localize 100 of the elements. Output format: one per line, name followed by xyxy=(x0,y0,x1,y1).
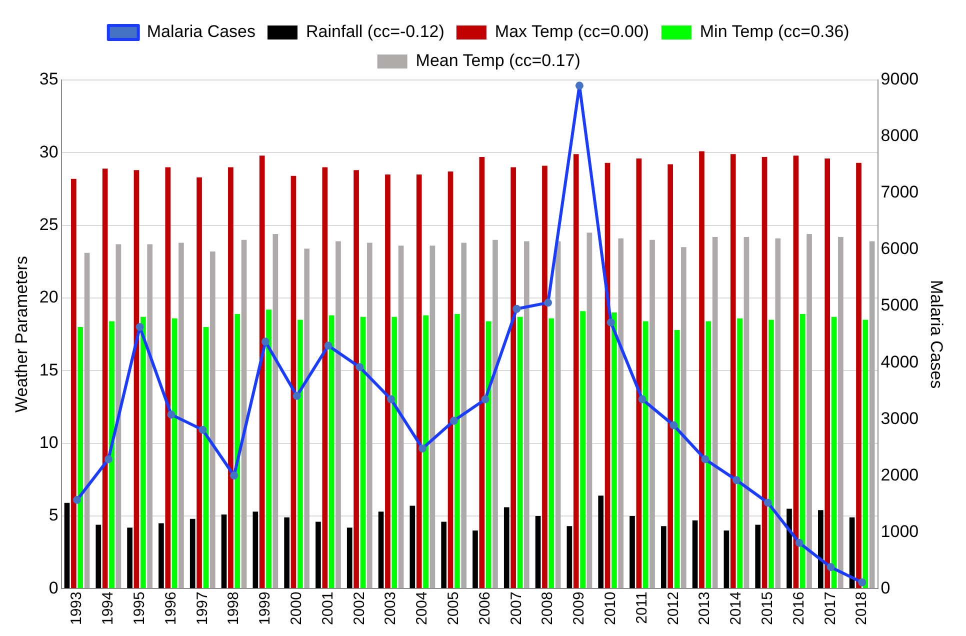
y2-tick-label: 0 xyxy=(880,578,890,598)
bar xyxy=(555,241,561,588)
bar xyxy=(102,168,108,588)
bar xyxy=(612,312,617,588)
bar xyxy=(140,316,146,588)
y-tick-label: 35 xyxy=(39,70,58,89)
y2-tick-label: 9000 xyxy=(880,70,919,89)
bar xyxy=(385,174,390,588)
bar xyxy=(486,321,492,588)
bar xyxy=(535,516,541,588)
bar xyxy=(78,327,84,588)
bar xyxy=(730,154,736,588)
bar xyxy=(430,246,436,588)
bar xyxy=(818,510,824,588)
bar xyxy=(517,316,523,588)
x-tick-label: 2006 xyxy=(476,592,494,626)
bar xyxy=(566,526,572,588)
bar xyxy=(869,241,875,588)
x-tick-label: 2014 xyxy=(728,592,745,626)
bar xyxy=(800,314,806,588)
bar xyxy=(178,242,184,588)
bar xyxy=(448,172,454,588)
bar xyxy=(423,315,428,588)
y2-tick-label: 2000 xyxy=(880,465,919,484)
bar xyxy=(378,512,384,588)
bar xyxy=(360,316,366,588)
y-tick-label: 10 xyxy=(39,432,58,452)
bar xyxy=(573,154,579,588)
legend-label: Malaria Cases xyxy=(146,22,256,42)
bar xyxy=(336,241,341,588)
bar xyxy=(642,321,648,588)
bar xyxy=(660,526,666,588)
bar xyxy=(674,330,680,588)
legend-label: Min Temp (cc=0.36) xyxy=(700,22,850,42)
bar xyxy=(64,502,70,588)
bar xyxy=(228,167,234,588)
bar xyxy=(346,528,352,588)
x-tick-label: 2011 xyxy=(633,592,650,624)
bar xyxy=(441,522,447,588)
y-tick-label: 25 xyxy=(39,215,58,234)
y-tick-label: 5 xyxy=(48,506,58,525)
bar xyxy=(724,530,730,588)
bar xyxy=(284,517,290,588)
x-tick-label: 2009 xyxy=(570,592,588,626)
bar xyxy=(322,167,328,588)
bar xyxy=(479,157,485,588)
x-tick-label: 1995 xyxy=(130,592,148,626)
bar xyxy=(737,318,742,588)
x-tick-label: 2016 xyxy=(790,592,808,626)
bar xyxy=(454,314,460,588)
x-tick-label: 2017 xyxy=(822,592,839,626)
bar xyxy=(744,236,750,588)
bar xyxy=(354,170,359,588)
bar xyxy=(410,506,416,588)
x-tick-label: 2003 xyxy=(382,592,400,626)
bar xyxy=(755,524,761,588)
y2-tick-label: 7000 xyxy=(880,182,919,202)
bar xyxy=(793,156,799,588)
x-tick-label: 1999 xyxy=(256,592,274,626)
bar xyxy=(472,530,478,588)
bar xyxy=(636,158,642,588)
bar xyxy=(366,242,372,588)
bar xyxy=(116,244,122,588)
bar xyxy=(241,240,247,588)
bar xyxy=(304,248,310,588)
x-tick-label: 2013 xyxy=(696,592,714,626)
bar xyxy=(786,508,792,588)
bar xyxy=(298,320,303,588)
bar xyxy=(768,320,774,588)
bar xyxy=(392,316,398,588)
y2-axis-title: Malaria Cases xyxy=(927,280,946,389)
bar xyxy=(524,241,530,588)
bar xyxy=(862,320,868,588)
bar xyxy=(266,310,272,588)
y-tick-label: 30 xyxy=(39,142,58,162)
bar xyxy=(630,516,635,588)
bar xyxy=(109,321,114,588)
bar xyxy=(548,318,554,588)
bar xyxy=(147,244,152,588)
bar xyxy=(492,240,498,588)
bar xyxy=(252,512,258,588)
bar xyxy=(416,174,422,588)
y2-tick-label: 5000 xyxy=(880,296,919,315)
bar xyxy=(831,316,837,588)
bar xyxy=(542,166,548,588)
legend-label: Mean Temp (cc=0.17) xyxy=(416,51,580,70)
bar xyxy=(580,311,586,588)
x-tick-label: 2008 xyxy=(539,592,556,626)
x-tick-label: 1993 xyxy=(68,592,86,626)
x-tick-label: 2012 xyxy=(664,592,682,626)
bar xyxy=(221,514,227,588)
bar xyxy=(272,234,278,588)
bar xyxy=(706,321,712,588)
x-tick-label: 2001 xyxy=(319,592,336,626)
x-tick-label: 2007 xyxy=(508,592,525,626)
bar xyxy=(856,162,862,588)
bar xyxy=(618,238,624,588)
legend-label: Rainfall (cc=-0.12) xyxy=(306,22,444,42)
bar xyxy=(210,251,216,588)
x-tick-label: 2015 xyxy=(759,592,776,626)
